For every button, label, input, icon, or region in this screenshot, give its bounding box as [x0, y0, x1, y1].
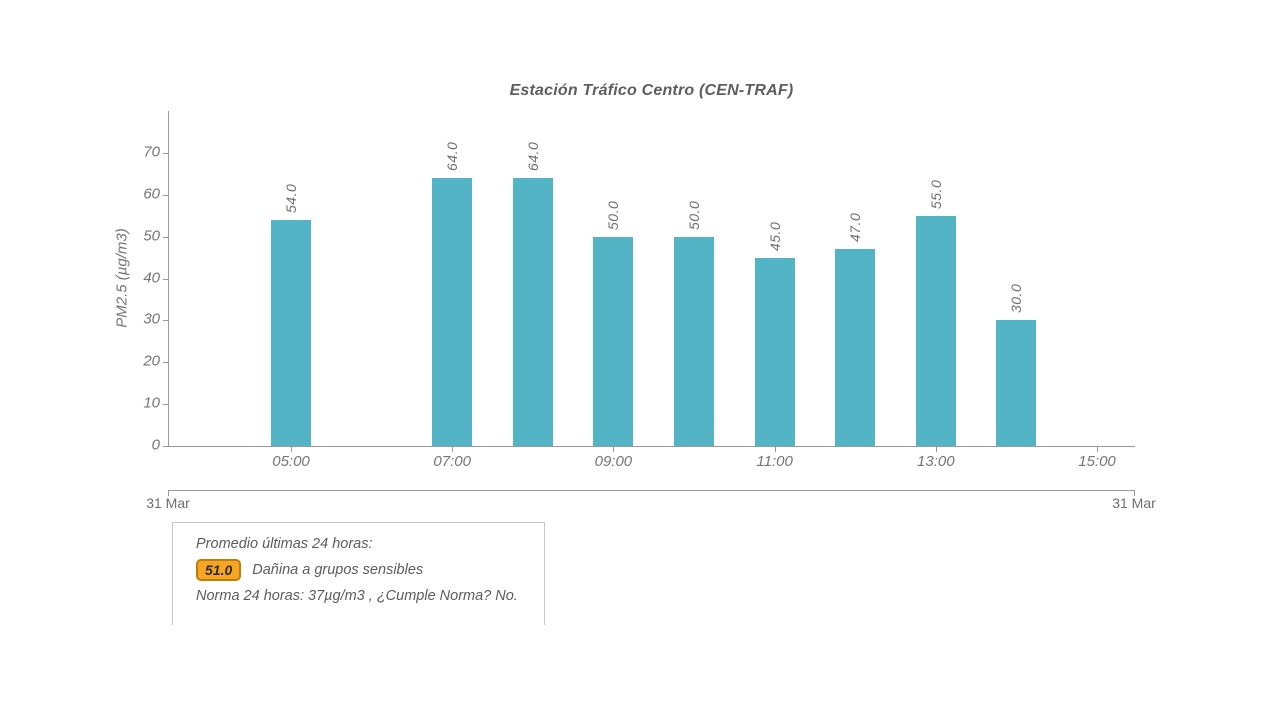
x-axis-line [168, 446, 1135, 447]
bar [593, 236, 634, 446]
date-axis-end-tick [1134, 490, 1135, 496]
y-axis-tick [163, 278, 168, 280]
bar [835, 249, 876, 446]
y-axis-tick [163, 320, 168, 322]
x-axis-tick [1097, 447, 1098, 452]
y-axis-tick-label: 50 [143, 227, 160, 245]
bar-value-label: 50.0 [605, 200, 622, 230]
x-axis-tick-label: 07:00 [433, 453, 471, 470]
y-axis-line [168, 111, 169, 446]
y-axis-tick [163, 236, 168, 238]
x-axis-tick [935, 447, 937, 452]
y-axis-tick [163, 404, 168, 406]
x-axis-tick [452, 447, 454, 452]
bar-value-label: 47.0 [847, 213, 864, 243]
date-start-label: 31 Mar [146, 495, 190, 511]
y-axis-tick-label: 30 [143, 311, 160, 329]
y-axis-tick [163, 362, 168, 364]
y-axis-tick-label: 0 [151, 436, 160, 454]
bar-value-label: 55.0 [927, 179, 944, 209]
aqi-category-label: Dañina a grupos sensibles [252, 562, 424, 578]
date-axis-start-tick [168, 490, 169, 496]
y-axis-tick [163, 153, 168, 154]
y-axis-tick-label: 20 [143, 352, 160, 370]
bar-value-label: 64.0 [524, 141, 541, 172]
bar-value-label: 54.0 [283, 183, 299, 213]
bar-value-label: 30.0 [1008, 284, 1025, 314]
y-axis-tick-label: 40 [143, 269, 160, 287]
x-axis-tick-label: 05:00 [272, 453, 310, 470]
bar [432, 178, 473, 446]
aqi-value-badge: 51.0 [196, 559, 242, 581]
average-title-label: Promedio últimas 24 horas: [196, 536, 373, 552]
bar [512, 178, 553, 446]
date-axis-line [168, 490, 1135, 491]
x-axis-tick [613, 447, 615, 452]
y-axis-tick [163, 446, 168, 447]
date-end-label: 31 Mar [1112, 495, 1156, 511]
info-box: Promedio últimas 24 horas: 51.0 Dañina a… [172, 522, 545, 625]
bar-value-label: 45.0 [766, 221, 783, 251]
bar [754, 257, 795, 446]
bar-value-label: 64.0 [444, 141, 461, 172]
y-axis-tick-label: 60 [143, 185, 160, 203]
x-axis-tick [774, 447, 776, 452]
x-axis-tick [291, 447, 292, 452]
bar [674, 236, 714, 446]
y-axis-tick-label: 10 [143, 394, 160, 412]
x-axis-tick-label: 09:00 [594, 453, 633, 470]
x-axis-tick-label: 11:00 [756, 453, 793, 470]
y-axis-tick-label: 70 [143, 143, 160, 161]
x-axis-tick-label: 15:00 [1078, 453, 1116, 470]
chart-title: Estación Tráfico Centro (CEN-TRAF) [509, 82, 794, 99]
x-axis-tick-label: 13:00 [917, 453, 955, 470]
y-axis-tick [163, 194, 168, 196]
bar [915, 215, 956, 446]
norm-compliance-label: Norma 24 horas: 37µg/m3 , ¿Cumple Norma?… [196, 588, 518, 604]
bar-value-label: 50.0 [686, 200, 702, 230]
bar [996, 320, 1037, 446]
bar [271, 219, 311, 446]
